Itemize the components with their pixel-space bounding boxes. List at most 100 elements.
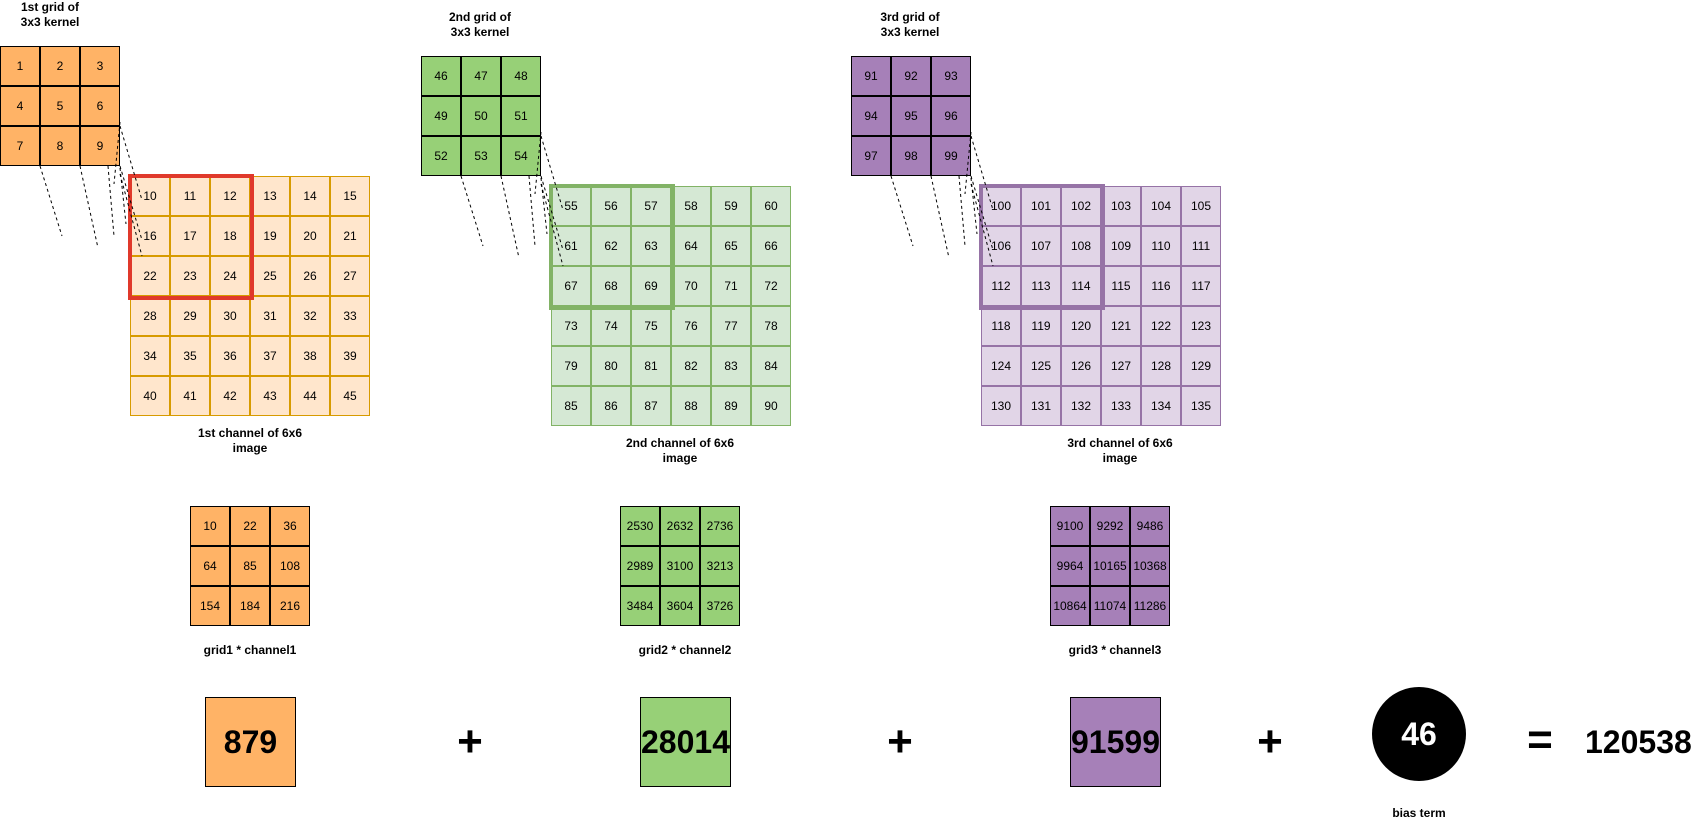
channel-cell: 63 xyxy=(631,226,671,266)
channel-cell: 127 xyxy=(1101,346,1141,386)
channel-cell: 118 xyxy=(981,306,1021,346)
channel-cell: 108 xyxy=(1061,226,1101,266)
channel-cell: 69 xyxy=(631,266,671,306)
product-cell: 11074 xyxy=(1090,586,1130,626)
channel-cell: 65 xyxy=(711,226,751,266)
product-cell: 3726 xyxy=(700,586,740,626)
channel-cell: 116 xyxy=(1141,266,1181,306)
channel-cell: 16 xyxy=(130,216,170,256)
channel-cell: 128 xyxy=(1141,346,1181,386)
product-cell: 85 xyxy=(230,546,270,586)
channel-cell: 38 xyxy=(290,336,330,376)
channel-cell: 84 xyxy=(751,346,791,386)
kernel-cell: 97 xyxy=(851,136,891,176)
channel-cell: 22 xyxy=(130,256,170,296)
kernel-cell: 50 xyxy=(461,96,501,136)
channel-cell: 74 xyxy=(591,306,631,346)
projection-line xyxy=(970,175,994,251)
product-cell: 10165 xyxy=(1090,546,1130,586)
channel-cell: 14 xyxy=(290,176,330,216)
channel-cell: 73 xyxy=(551,306,591,346)
channel-cell: 41 xyxy=(170,376,210,416)
projection-line xyxy=(970,177,978,235)
result-value: 120538 xyxy=(1585,724,1692,760)
channel-2-label: 2nd channel of 6x6 image xyxy=(625,436,735,465)
channel-cell: 21 xyxy=(330,216,370,256)
channel-cell: 60 xyxy=(751,186,791,226)
channel-cell: 17 xyxy=(170,216,210,256)
channel-grid-3: 100 101 102 103 104 105 106 107 108 109 110 111 112 1… xyxy=(981,186,1221,426)
product-cell: 10368 xyxy=(1130,546,1170,586)
channel-cell: 26 xyxy=(290,256,330,296)
channel-cell: 80 xyxy=(591,346,631,386)
projection-line xyxy=(890,175,914,247)
kernel-cell: 54 xyxy=(501,136,541,176)
projection-line xyxy=(119,125,143,201)
channel-cell: 85 xyxy=(551,386,591,426)
sum-box-3: 91599 xyxy=(1070,697,1161,787)
kernel-cell: 96 xyxy=(931,96,971,136)
product-cell: 10 xyxy=(190,506,230,546)
channel-cell: 81 xyxy=(631,346,671,386)
kernel-cell: 4 xyxy=(0,86,40,126)
kernel-cell: 51 xyxy=(501,96,541,136)
channel-cell: 119 xyxy=(1021,306,1061,346)
product-cell: 9292 xyxy=(1090,506,1130,546)
kernel-cell: 48 xyxy=(501,56,541,96)
channel-cell: 31 xyxy=(250,296,290,336)
channel-cell: 36 xyxy=(210,336,250,376)
projection-line xyxy=(540,177,548,235)
channel-cell: 59 xyxy=(711,186,751,226)
channel-cell: 126 xyxy=(1061,346,1101,386)
kernel-1-label: 1st grid of 3x3 kernel xyxy=(20,0,80,29)
product-cell: 184 xyxy=(230,586,270,626)
product-grid-1: 10 22 36 64 85 108 154 184 216 xyxy=(190,506,310,626)
channel-cell: 102 xyxy=(1061,186,1101,226)
channel-cell: 19 xyxy=(250,216,290,256)
product-cell: 3604 xyxy=(660,586,700,626)
kernel-cell: 52 xyxy=(421,136,461,176)
channel-cell: 110 xyxy=(1141,226,1181,266)
channel-cell: 13 xyxy=(250,176,290,216)
channel-grid-1: 10 11 12 13 14 15 16 17 18 19 20 21 22 23 24 25 26 27 28 29… xyxy=(130,176,370,416)
product-cell: 3100 xyxy=(660,546,700,586)
channel-cell: 124 xyxy=(981,346,1021,386)
projection-line xyxy=(460,175,484,247)
channel-cell: 20 xyxy=(290,216,330,256)
product-cell: 9100 xyxy=(1050,506,1090,546)
channel-cell: 44 xyxy=(290,376,330,416)
channel-cell: 88 xyxy=(671,386,711,426)
channel-cell: 121 xyxy=(1101,306,1141,346)
channel-cell: 90 xyxy=(751,386,791,426)
channel-cell: 105 xyxy=(1181,186,1221,226)
product-grid-2: 2530 2632 2736 2989 3100 3213 3484 3604 3726 xyxy=(620,506,740,626)
bias-label: bias term xyxy=(1392,806,1446,820)
projection-line xyxy=(970,183,994,267)
product-cell: 11286 xyxy=(1130,586,1170,626)
channel-cell: 66 xyxy=(751,226,791,266)
channel-cell: 89 xyxy=(711,386,751,426)
channel-cell: 132 xyxy=(1061,386,1101,426)
channel-cell: 24 xyxy=(210,256,250,296)
channel-cell: 75 xyxy=(631,306,671,346)
product-cell: 9964 xyxy=(1050,546,1090,586)
product-grid-3: 9100 9292 9486 9964 10165 10368 10864 11074 1128… xyxy=(1050,506,1170,626)
kernel-cell: 2 xyxy=(40,46,80,86)
product-cell: 108 xyxy=(270,546,310,586)
channel-cell: 120 xyxy=(1061,306,1101,346)
channel-grid-2: 55 56 57 58 59 60 61 62 63 64 65 66 67 68 69 70 71 72 73 74… xyxy=(551,186,791,426)
product-cell: 10864 xyxy=(1050,586,1090,626)
channel-1-label: 1st channel of 6x6 image xyxy=(197,426,303,455)
channel-cell: 57 xyxy=(631,186,671,226)
channel-cell: 18 xyxy=(210,216,250,256)
product-cell: 22 xyxy=(230,506,270,546)
kernel-grid-3: 91 92 93 94 95 96 97 98 99 xyxy=(851,56,971,176)
channel-cell: 131 xyxy=(1021,386,1061,426)
channel-cell: 123 xyxy=(1181,306,1221,346)
kernel-cell: 53 xyxy=(461,136,501,176)
plus-operator-2: + xyxy=(887,717,913,766)
projection-line xyxy=(39,165,63,237)
kernel-cell: 93 xyxy=(931,56,971,96)
product-cell: 2632 xyxy=(660,506,700,546)
projection-line xyxy=(119,167,127,225)
